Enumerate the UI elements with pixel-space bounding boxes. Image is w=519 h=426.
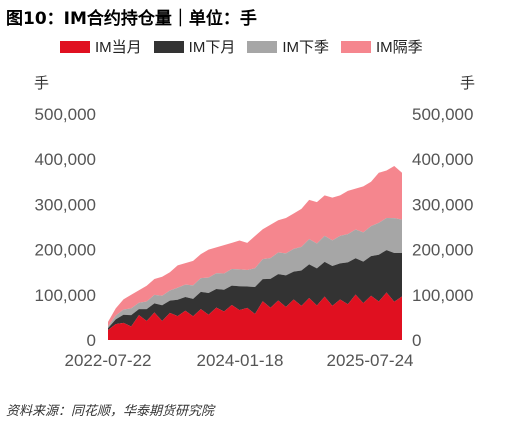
x-tick-label: 2022-07-22 [65, 351, 152, 370]
y-tick-right: 100,000 [412, 286, 473, 305]
area-series-3 [108, 217, 402, 329]
legend-item-next: IM下月 [153, 36, 236, 57]
legend-label-next-quarter: IM隔季 [376, 39, 423, 56]
chart-title: 图10：IM合约持仓量｜单位：手 [6, 9, 257, 29]
x-tick-label: 2025-07-24 [327, 351, 414, 370]
legend-swatch-quarter [247, 40, 278, 53]
left-unit-label: 手 [34, 74, 49, 92]
y-tick-right: 200,000 [412, 241, 473, 260]
y-tick-left: 300,000 [35, 195, 96, 214]
legend-item-quarter: IM下季 [247, 36, 329, 57]
legend-label-quarter: IM下季 [282, 39, 330, 56]
legend-swatch-next [153, 40, 184, 53]
y-tick-left: 400,000 [35, 150, 96, 169]
y-axis-right: 500,000 400,000 300,000 200,000 100,000 0 [412, 105, 473, 350]
legend-item-current: IM当月 [60, 36, 142, 57]
y-tick-right: 0 [412, 331, 421, 350]
y-tick-left: 0 [87, 331, 96, 350]
y-tick-left: 200,000 [35, 241, 96, 260]
area-series-4 [108, 165, 402, 327]
y-tick-right: 300,000 [412, 195, 473, 214]
y-tick-left: 500,000 [35, 105, 96, 124]
legend-item-next-quarter: IM隔季 [341, 36, 423, 57]
right-unit-label: 手 [460, 74, 475, 92]
y-tick-right: 400,000 [412, 150, 473, 169]
legend-swatch-next-quarter [341, 40, 372, 53]
legend-label-next: IM下月 [188, 39, 236, 56]
area-series-1 [108, 292, 402, 340]
x-tick-label: 2024-01-18 [197, 351, 284, 370]
legend-label-current: IM当月 [95, 39, 142, 56]
chart-legend: IM当月 IM下月 IM下季 IM隔季 [60, 36, 423, 57]
stacked-areas [108, 165, 402, 340]
source-note: 资料来源：同花顺，华泰期货研究院 [6, 404, 215, 419]
legend-swatch-current [60, 40, 90, 53]
y-tick-left: 100,000 [35, 286, 96, 305]
area-series-2 [108, 250, 402, 331]
y-tick-right: 500,000 [412, 105, 473, 124]
x-axis: 2022-07-22 2024-01-18 2025-07-24 [65, 351, 414, 370]
y-axis-left: 500,000 400,000 300,000 200,000 100,000 0 [35, 105, 96, 350]
